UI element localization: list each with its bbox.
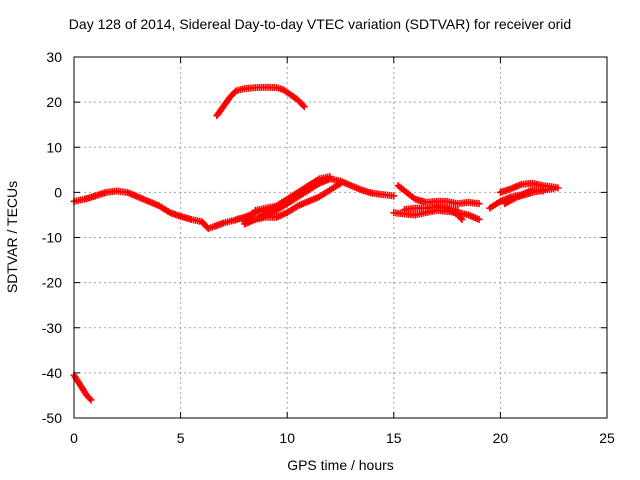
series-arc-main-d [241, 179, 344, 226]
data-point-marker [457, 214, 465, 222]
x-tick-label: 5 [177, 430, 185, 446]
x-tick-label: 15 [386, 430, 402, 446]
grid-lines [73, 56, 608, 419]
x-axis-label: GPS time / hours [287, 457, 394, 473]
tick-labels: 0 5 10 15 20 25 30 20 10 0 -10 -20 -30 -40 -50 [42, 49, 615, 446]
data-series [70, 83, 562, 404]
series-arc-end-c [501, 185, 558, 208]
data-point-marker [326, 173, 334, 181]
y-tick-label: -40 [42, 365, 62, 381]
data-point-marker [458, 215, 466, 223]
series-arc-high [213, 83, 308, 120]
y-tick-label: -10 [42, 230, 62, 246]
data-point-marker [550, 185, 558, 193]
chart-title: Day 128 of 2014, Sidereal Day-to-day VTE… [68, 16, 572, 32]
series-arc-early [70, 371, 95, 404]
data-point-marker [87, 396, 95, 404]
series-arc-late-a [394, 182, 483, 208]
data-point-marker [390, 192, 398, 200]
y-tick-label: 10 [46, 139, 62, 155]
series-arc-main-c [251, 173, 334, 214]
y-tick-label: -30 [42, 320, 62, 336]
y-tick-label: 0 [54, 184, 62, 200]
y-tick-label: -20 [42, 275, 62, 291]
data-point-marker [300, 103, 308, 111]
series-arc-late-d [432, 202, 466, 223]
data-point-marker [475, 200, 483, 208]
plot-frame [73, 56, 608, 419]
x-tick-label: 0 [70, 430, 78, 446]
y-tick-label: 20 [46, 94, 62, 110]
x-tick-label: 20 [493, 430, 509, 446]
data-point-marker [299, 101, 307, 109]
y-tick-label: 30 [46, 49, 62, 65]
data-point-marker [554, 184, 562, 192]
data-point-marker [475, 215, 483, 223]
data-point-marker [86, 394, 94, 402]
x-tick-label: 25 [599, 430, 615, 446]
y-tick-label: -50 [42, 410, 62, 426]
data-point-marker [337, 179, 344, 187]
x-tick-label: 10 [279, 430, 295, 446]
series-arc-main-a [70, 175, 398, 232]
